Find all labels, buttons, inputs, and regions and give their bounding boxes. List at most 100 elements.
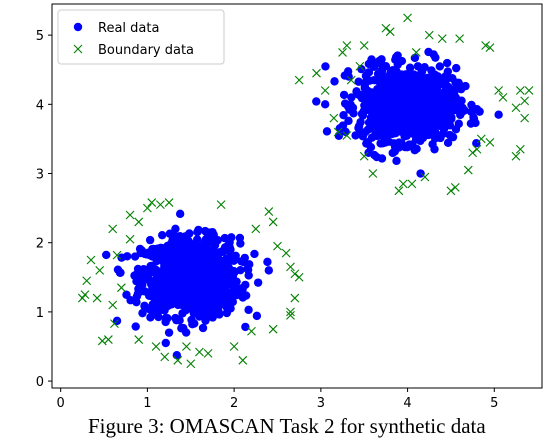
y-tick-label: 4 <box>36 98 44 113</box>
real-data-point <box>436 131 446 140</box>
real-data-point <box>131 322 140 331</box>
real-data-point <box>391 55 400 64</box>
boundary-data-point <box>286 310 295 320</box>
real-data-point <box>418 66 427 76</box>
real-data-point <box>385 75 395 85</box>
real-data-point <box>140 249 149 259</box>
boundary-data-point <box>164 198 174 207</box>
real-data-point <box>418 127 428 137</box>
real-data-point <box>392 67 401 76</box>
real-data-point <box>190 319 199 328</box>
real-data-point <box>388 112 398 122</box>
boundary-data-point <box>286 307 295 317</box>
real-data-point <box>360 84 370 93</box>
real-data-point <box>454 119 463 128</box>
real-data-point <box>175 209 185 219</box>
real-data-point <box>339 90 349 100</box>
real-data-point <box>231 251 240 261</box>
real-data-point <box>177 260 187 270</box>
real-data-point <box>357 64 366 74</box>
real-data-point <box>167 298 176 308</box>
boundary-data-point <box>338 48 347 57</box>
x-tick-label: 5 <box>490 396 498 411</box>
boundary-data-point <box>290 293 300 303</box>
boundary-data-point <box>182 342 191 351</box>
real-data-point <box>424 103 434 113</box>
real-data-point <box>429 50 438 59</box>
boundary-data-point <box>92 293 102 303</box>
real-data-point <box>159 265 169 275</box>
real-data-point <box>122 252 132 261</box>
real-data-point <box>244 305 253 315</box>
real-data-point <box>156 243 165 253</box>
real-data-point <box>213 261 223 271</box>
real-data-point <box>381 93 391 102</box>
real-data-point <box>320 100 330 109</box>
real-data-point <box>227 233 236 242</box>
boundary-data-point <box>125 210 135 220</box>
legend-marker-boundary <box>73 44 83 54</box>
real-data-point <box>227 297 236 307</box>
real-data-point <box>205 304 214 313</box>
real-data-point <box>379 132 389 142</box>
real-data-point <box>344 72 353 81</box>
boundary-data-point <box>151 342 161 351</box>
real-data-point <box>147 290 157 299</box>
real-data-point <box>410 145 419 155</box>
boundary-data-point <box>281 248 291 258</box>
boundary-data-point <box>511 151 521 161</box>
real-data-point <box>210 240 220 250</box>
boundary-data-point <box>134 217 144 227</box>
real-data-point <box>451 78 460 87</box>
real-data-point <box>409 70 419 79</box>
real-data-point <box>344 103 354 112</box>
boundary-data-point <box>520 113 530 123</box>
boundary-data-point <box>251 224 261 234</box>
real-data-point <box>410 97 419 106</box>
real-data-point <box>195 312 204 321</box>
x-tick-label: 4 <box>403 396 411 411</box>
real-data-point <box>173 300 183 310</box>
boundary-data-point <box>342 41 352 50</box>
real-data-point <box>388 148 397 158</box>
boundary-data-point <box>143 203 152 213</box>
boundary-data-point <box>216 200 226 210</box>
boundary-data-point <box>103 335 113 344</box>
real-data-point <box>102 250 111 260</box>
real-data-point <box>364 68 374 77</box>
boundary-data-point <box>368 169 378 178</box>
boundary-data-point <box>420 172 430 182</box>
boundary-data-point <box>411 48 421 57</box>
real-data-point <box>450 87 459 97</box>
real-data-point <box>165 289 175 298</box>
real-data-point <box>113 265 123 274</box>
real-data-point <box>399 76 408 86</box>
real-data-point <box>195 245 205 255</box>
boundary-data-point <box>294 75 304 85</box>
real-data-point <box>454 99 463 109</box>
real-data-point <box>368 91 377 100</box>
real-data-point <box>401 127 410 137</box>
boundary-data-point <box>108 224 118 234</box>
y-tick-label: 3 <box>36 168 44 183</box>
boundary-data-point <box>463 165 473 175</box>
boundary-data-point <box>381 23 391 33</box>
real-data-point <box>177 270 186 280</box>
real-data-point <box>194 283 203 292</box>
legend-marker-real <box>73 22 83 32</box>
real-data-point <box>209 290 218 299</box>
real-data-point <box>200 253 210 263</box>
boundary-data-point <box>156 200 165 210</box>
real-data-point <box>130 252 140 261</box>
boundary-data-point <box>446 186 456 196</box>
real-data-point <box>189 243 198 252</box>
boundary-data-point <box>268 324 278 334</box>
real-data-point <box>377 55 386 64</box>
real-data-point <box>430 116 440 126</box>
real-data-point <box>220 233 230 243</box>
real-data-point <box>208 267 218 277</box>
real-data-point <box>221 286 231 295</box>
real-data-point <box>374 107 383 116</box>
real-data-point <box>143 272 153 281</box>
boundary-data-point <box>355 61 365 71</box>
